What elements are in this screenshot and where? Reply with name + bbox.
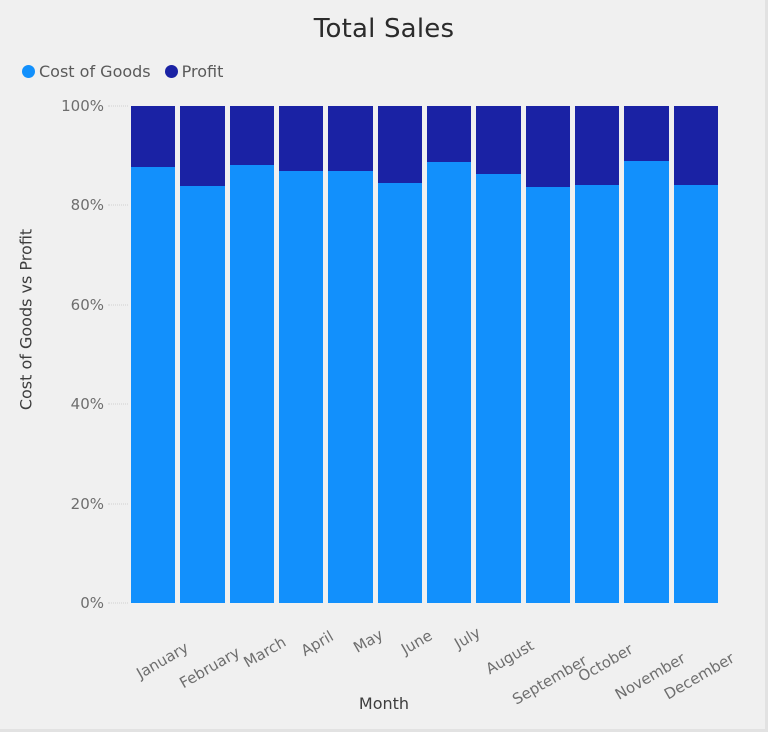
x-axis-tick-label: March [240, 632, 289, 672]
legend-label-profit: Profit [181, 62, 224, 81]
legend-swatch-circle-icon [164, 65, 178, 78]
bar-segment-cost-of-goods[interactable] [525, 187, 570, 603]
plot-area [131, 106, 723, 603]
y-axis-tick-label: 100% [61, 97, 104, 115]
bar-column[interactable] [328, 106, 373, 603]
bar-segment-cost-of-goods[interactable] [673, 185, 718, 603]
bar-segment-profit[interactable] [180, 106, 225, 187]
y-axis-tick-label: 80% [70, 196, 104, 215]
x-axis-tick-label: June [397, 626, 436, 659]
legend-label-cost-of-goods: Cost of Goods [39, 62, 151, 81]
y-axis-tick-mark [108, 602, 128, 605]
x-axis-tick-label: July [451, 623, 484, 653]
bar-segment-profit[interactable] [427, 106, 472, 163]
bar-column[interactable] [427, 106, 472, 603]
bar-segment-cost-of-goods[interactable] [328, 171, 373, 603]
legend-item-cost-of-goods[interactable]: Cost of Goods [22, 62, 151, 81]
bar-segment-cost-of-goods[interactable] [624, 160, 669, 603]
chart-title: Total Sales [313, 14, 455, 44]
bar-segment-cost-of-goods[interactable] [575, 185, 620, 603]
bar-segment-profit[interactable] [624, 106, 669, 161]
bar-column[interactable] [377, 106, 422, 603]
bar-segment-cost-of-goods[interactable] [229, 165, 274, 603]
bar-column[interactable] [180, 106, 225, 603]
y-axis-tick-mark [108, 403, 128, 406]
bar-segment-profit[interactable] [377, 106, 422, 184]
bar-segment-cost-of-goods[interactable] [377, 183, 422, 603]
bar-segment-profit[interactable] [575, 106, 620, 186]
bar-column[interactable] [575, 106, 620, 603]
bar-segment-profit[interactable] [476, 106, 521, 175]
y-axis-tick-label: 0% [80, 594, 104, 612]
bar-segment-cost-of-goods[interactable] [131, 167, 176, 603]
x-axis-title: Month [358, 694, 410, 713]
bar-column[interactable] [624, 106, 669, 603]
x-axis-tick-label: August [482, 636, 537, 679]
x-axis-tick-label: May [349, 625, 386, 657]
chart-legend: Cost of Goods Profit [22, 62, 223, 81]
legend-swatch-circle-icon [22, 65, 35, 78]
y-axis-tick-labels: 100% 80% 60% 40% 20% 0% [0, 0, 104, 732]
bar-column[interactable] [279, 106, 324, 603]
y-axis-tick-label: 20% [70, 494, 104, 513]
bar-column[interactable] [476, 106, 521, 603]
bar-segment-cost-of-goods[interactable] [180, 186, 225, 603]
y-axis-tick-mark [108, 503, 128, 505]
y-axis-tick-mark [108, 204, 128, 207]
legend-item-profit[interactable]: Profit [164, 62, 224, 81]
bar-column[interactable] [525, 106, 570, 603]
bar-column[interactable] [131, 106, 176, 603]
bar-segment-profit[interactable] [229, 106, 274, 166]
y-axis-tick-label: 60% [70, 295, 104, 314]
bar-segment-cost-of-goods[interactable] [427, 162, 472, 603]
bar-segment-cost-of-goods[interactable] [279, 171, 324, 603]
bar-column[interactable] [229, 106, 274, 603]
bar-column[interactable] [673, 106, 718, 603]
bar-segment-cost-of-goods[interactable] [476, 174, 521, 603]
bar-segment-profit[interactable] [279, 106, 324, 172]
bar-segment-profit[interactable] [131, 106, 176, 168]
y-axis-tick-mark [108, 105, 128, 108]
bar-segment-profit[interactable] [328, 106, 373, 172]
x-axis-tick-label: April [298, 627, 337, 660]
bar-segment-profit[interactable] [673, 106, 718, 186]
y-axis-tick-mark [108, 304, 128, 306]
bar-segment-profit[interactable] [525, 106, 570, 187]
y-axis-tick-label: 40% [70, 395, 104, 414]
